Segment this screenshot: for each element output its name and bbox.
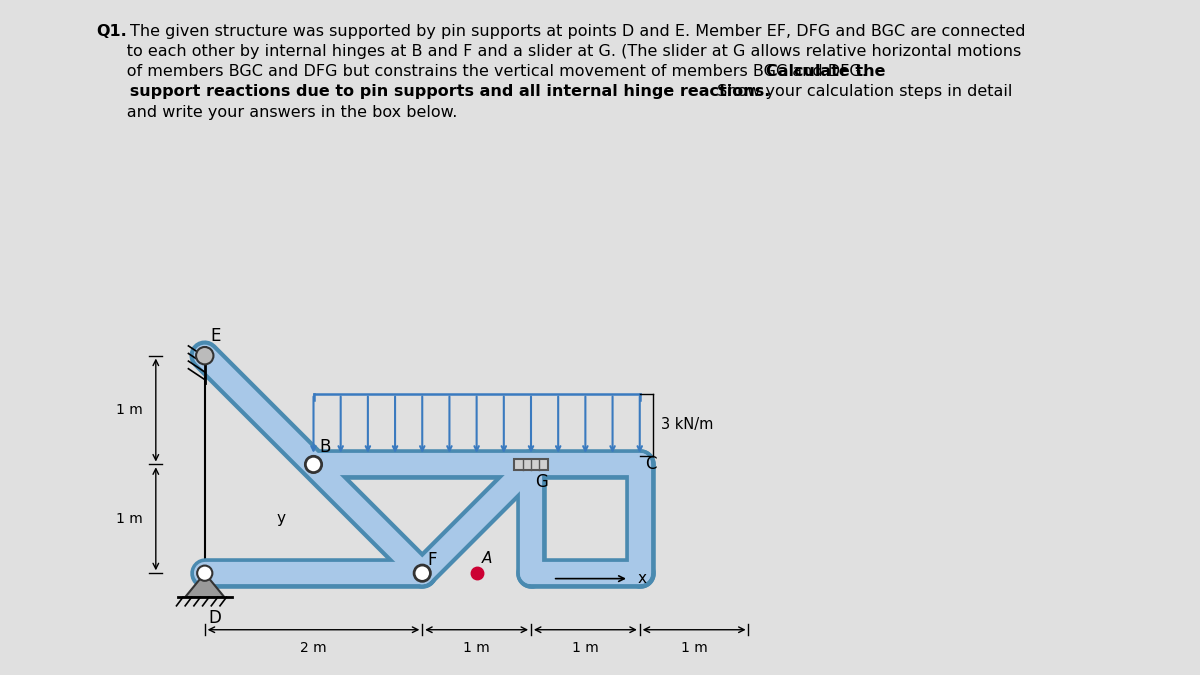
Text: F: F [427, 551, 437, 569]
Text: E: E [210, 327, 221, 345]
Text: G: G [535, 473, 548, 491]
Circle shape [196, 347, 214, 364]
Text: Show your calculation steps in detail: Show your calculation steps in detail [712, 84, 1012, 99]
Text: A: A [482, 551, 492, 566]
Text: C: C [646, 456, 656, 473]
Text: The given structure was supported by pin supports at points D and E. Member EF, : The given structure was supported by pin… [130, 24, 1025, 38]
Circle shape [414, 565, 431, 581]
Text: 1 m: 1 m [116, 403, 143, 417]
Text: 2 m: 2 m [300, 641, 326, 655]
Circle shape [197, 566, 212, 580]
Text: and write your answers in the box below.: and write your answers in the box below. [96, 105, 457, 119]
Text: Q1.: Q1. [96, 24, 127, 38]
Text: of members BGC and DFG but constrains the vertical movement of members BGC and D: of members BGC and DFG but constrains th… [96, 64, 872, 79]
Text: 3 kN/m: 3 kN/m [661, 417, 714, 432]
FancyBboxPatch shape [514, 459, 548, 470]
Text: 1 m: 1 m [116, 512, 143, 526]
Text: 1 m: 1 m [463, 641, 490, 655]
Text: D: D [208, 609, 221, 627]
Text: 1 m: 1 m [680, 641, 708, 655]
Text: 1 m: 1 m [572, 641, 599, 655]
Text: Calculate the: Calculate the [766, 64, 886, 79]
Polygon shape [185, 573, 224, 597]
Circle shape [305, 456, 322, 472]
Text: y: y [276, 512, 286, 526]
Text: support reactions due to pin supports and all internal hinge reactions.: support reactions due to pin supports an… [96, 84, 770, 99]
Text: to each other by internal hinges at B and F and a slider at G. (The slider at G : to each other by internal hinges at B an… [96, 44, 1021, 59]
Text: x: x [637, 571, 647, 586]
Text: B: B [319, 438, 330, 456]
